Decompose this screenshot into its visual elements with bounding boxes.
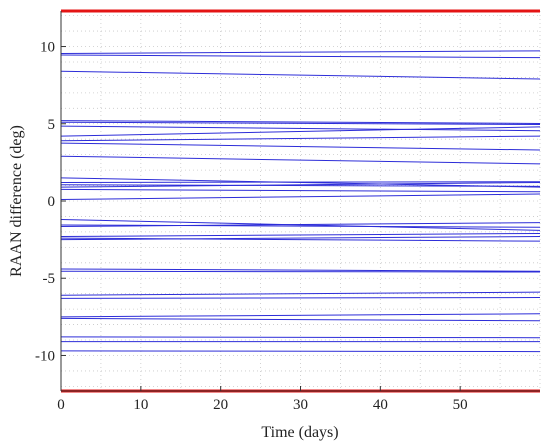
series-line-4 [60,120,541,124]
x-tick-label: 0 [57,397,65,413]
series-line-28 [60,317,541,322]
grid-layer [60,11,541,391]
series-line-2 [60,54,541,59]
series-line-20 [60,232,541,238]
series-line-3 [60,70,541,80]
series-line-31 [60,350,541,353]
series-line-9 [60,142,541,151]
tick-layer: 0 10 20 30 40 50 -10 -5 0 5 10 [35,40,468,413]
series-line-1 [60,50,541,54]
x-tick-label: 10 [133,397,148,413]
series-line-24 [60,270,541,273]
series-line-25 [60,291,541,296]
series-line-12 [60,181,541,183]
series-line-21 [60,237,541,242]
y-tick-label: 0 [48,194,56,210]
series-line-23 [60,268,541,272]
series-line-5 [60,121,541,126]
series-line-19 [60,222,541,227]
y-tick-label: -10 [35,348,55,364]
x-tick-label: 30 [293,397,308,413]
series-line-14 [60,181,541,188]
series-line-8 [60,135,541,142]
series-layer [60,50,541,353]
x-tick-label: 20 [213,397,228,413]
x-tick-label: 40 [373,397,388,413]
series-line-27 [60,313,541,318]
y-axis-label: RAAN difference (deg) [8,125,25,277]
series-line-7 [60,126,541,137]
series-line-18 [60,224,541,228]
y-tick-label: -5 [43,271,56,287]
x-axis-label: Time (days) [261,424,338,441]
series-line-26 [60,297,541,299]
axes-layer [60,11,540,392]
series-line-16 [60,193,541,200]
series-line-29 [60,336,541,339]
series-line-22 [60,236,541,241]
y-tick-label: 5 [48,117,56,133]
series-line-6 [60,125,541,132]
series-line-13 [60,184,541,187]
x-tick-label: 50 [453,397,468,413]
series-line-10 [60,155,541,165]
y-tick-label: 10 [40,40,55,56]
series-line-15 [60,188,541,193]
